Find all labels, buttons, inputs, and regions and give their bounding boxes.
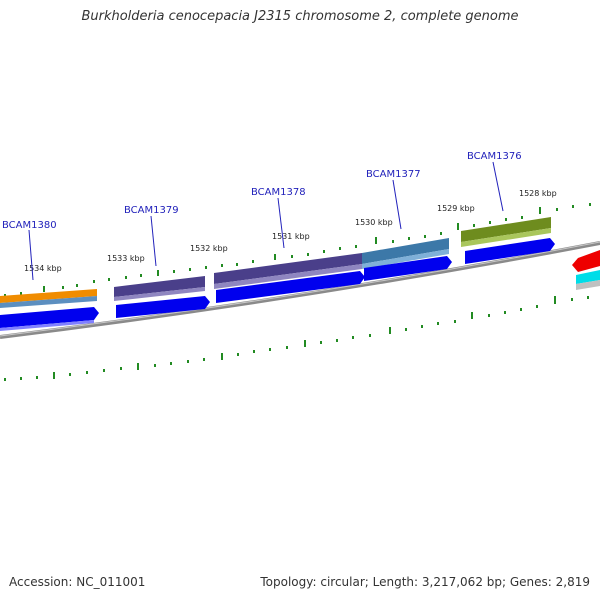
blue-arrow-4 — [364, 256, 452, 281]
map-title: Burkholderia cenocepacia J2315 chromosom… — [81, 9, 519, 24]
gene-label-bcam1379[interactable]: BCAM1379 — [124, 205, 179, 216]
kbp-label: 1532 kbp — [190, 244, 228, 253]
genome-backbone — [0, 241, 600, 339]
kbp-label: 1528 kbp — [519, 189, 557, 198]
kbp-label: 1529 kbp — [437, 204, 475, 213]
kbp-labels: 1534 kbp 1533 kbp 1532 kbp 1531 kbp 1530… — [24, 189, 557, 273]
accession-text: Accession: NC_011001 — [9, 575, 146, 589]
red-arrow — [572, 250, 600, 272]
feature-olive — [461, 217, 551, 242]
upper-tick-track — [4, 203, 591, 297]
gene-label-bcam1380[interactable]: BCAM1380 — [2, 220, 57, 231]
feature-purple-2 — [214, 253, 362, 284]
kbp-label: 1530 kbp — [355, 218, 393, 227]
feature-orange — [0, 289, 97, 303]
gene-label-bcam1378[interactable]: BCAM1378 — [251, 187, 306, 198]
feature-track-upper — [0, 217, 551, 308]
kbp-label: 1531 kbp — [272, 232, 310, 241]
feature-purple-1 — [114, 276, 205, 297]
gene-labels — [28, 161, 504, 281]
blue-arrow-5 — [465, 238, 555, 264]
gene-label-bcam1376[interactable]: BCAM1376 — [467, 151, 522, 162]
lower-tick-track — [4, 296, 589, 381]
topology-text: Topology: circular; Length: 3,217,062 bp… — [260, 575, 590, 589]
blue-arrow-1 — [0, 307, 99, 328]
feature-track-lower — [0, 238, 600, 331]
blue-arrow-3 — [216, 271, 365, 303]
feature-steel-blue — [362, 238, 449, 264]
gene-label-bcam1377[interactable]: BCAM1377 — [366, 169, 421, 180]
blue-arrow-2 — [116, 296, 210, 318]
kbp-label: 1534 kbp — [24, 264, 62, 273]
kbp-label: 1533 kbp — [107, 254, 145, 263]
cyan-feature — [576, 270, 600, 284]
